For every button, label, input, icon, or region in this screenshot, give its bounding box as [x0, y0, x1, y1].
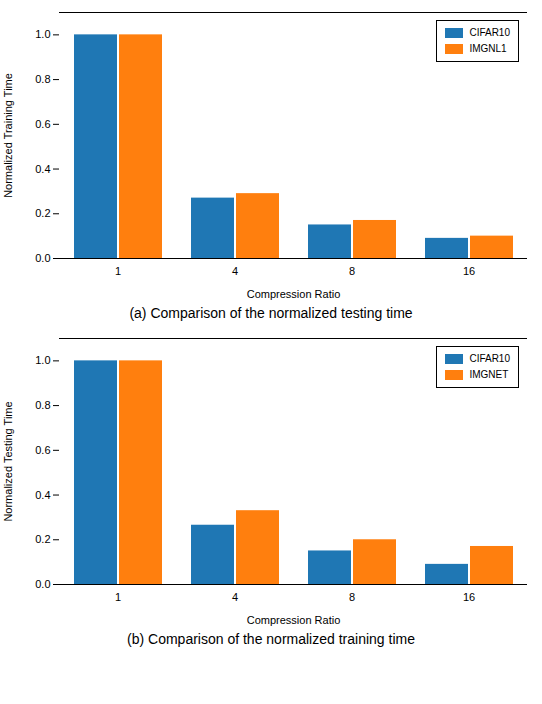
svg-text:Normalized Training Time: Normalized Training Time [2, 73, 14, 198]
svg-text:8: 8 [349, 265, 355, 277]
svg-text:1.0: 1.0 [35, 354, 50, 366]
html-text:IMGNL1: IMGNL1 [469, 43, 507, 54]
svg-text:0.8: 0.8 [35, 73, 50, 85]
html-text:(a) Comparison of the normaliz: (a) Comparison of the normalized testing… [129, 305, 413, 321]
svg-text:0.2: 0.2 [35, 533, 50, 545]
svg-text:8: 8 [349, 591, 355, 603]
svg-text:0.4: 0.4 [35, 489, 50, 501]
html-text:(b) Comparison of the normaliz: (b) Comparison of the normalized trainin… [127, 631, 415, 647]
html-text:CIFAR10: CIFAR10 [469, 353, 510, 364]
svg-text:0.4: 0.4 [35, 163, 50, 175]
svg-text:1: 1 [115, 591, 121, 603]
svg-text:16: 16 [463, 591, 475, 603]
svg-text:0.8: 0.8 [35, 399, 50, 411]
svg-text:4: 4 [232, 591, 238, 603]
svg-text:1: 1 [115, 265, 121, 277]
svg-text:0.0: 0.0 [35, 252, 50, 264]
svg-text:16: 16 [463, 265, 475, 277]
svg-text:0.2: 0.2 [35, 207, 50, 219]
svg-text:Compression Ratio: Compression Ratio [247, 288, 341, 300]
html-text:CIFAR10: CIFAR10 [469, 27, 510, 38]
svg-text:1.0: 1.0 [35, 28, 50, 40]
svg-text:0.6: 0.6 [35, 444, 50, 456]
html-text:IMGNET: IMGNET [469, 369, 509, 380]
svg-text:0.6: 0.6 [35, 118, 50, 130]
svg-text:0.0: 0.0 [35, 578, 50, 590]
svg-text:Compression Ratio: Compression Ratio [247, 614, 341, 626]
svg-text:Normalized Testing Time: Normalized Testing Time [2, 401, 14, 521]
svg-text:4: 4 [232, 265, 238, 277]
